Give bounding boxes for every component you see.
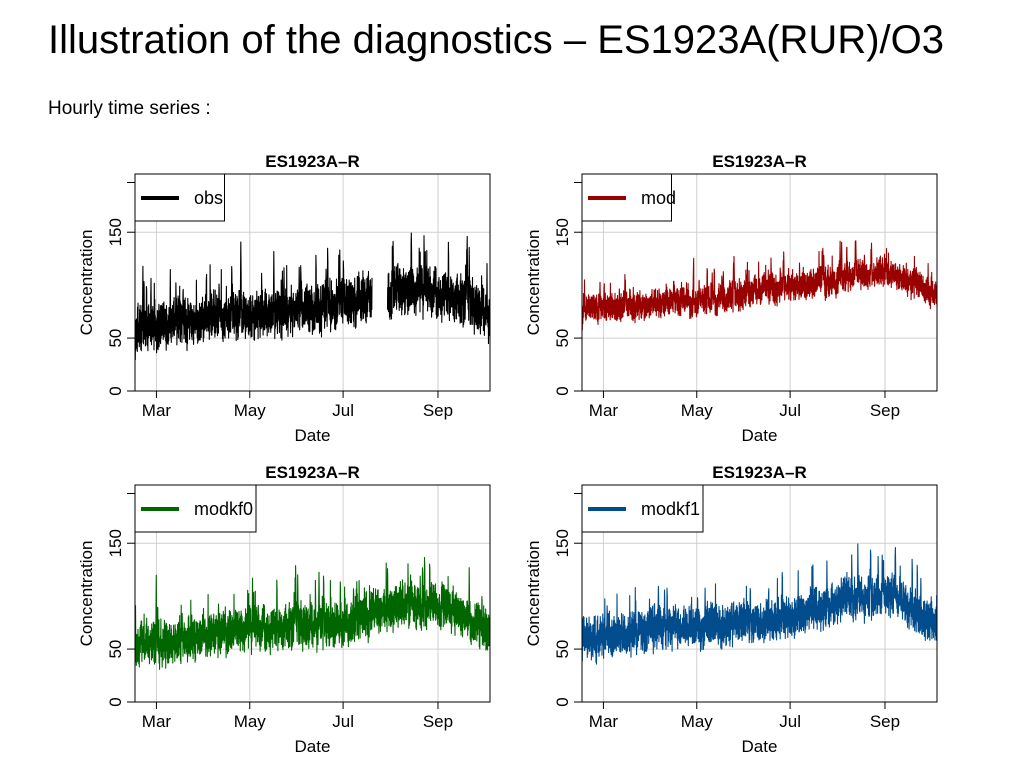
- legend-label: modkf1: [641, 499, 700, 519]
- chart-panel-modkf1: ES1923A–R 0 50 150 Mar May Jul Sep Date Concentra…: [517, 456, 987, 761]
- x-tick-label: Sep: [870, 712, 900, 731]
- y-tick-label: 150: [106, 529, 125, 557]
- x-tick-label: May: [234, 712, 267, 731]
- chart-svg-modkf0: ES1923A–R 0 50 150 Mar May Jul Sep Date Concentra…: [77, 463, 491, 756]
- legend: modkf1: [581, 484, 704, 533]
- y-axis-label: Concentration: [77, 230, 96, 336]
- y-tick-label: 150: [553, 218, 572, 246]
- series-line-obs: [134, 232, 491, 361]
- x-tick-label: May: [681, 712, 714, 731]
- y-tick-label: 0: [553, 386, 572, 395]
- series-line-mod: [581, 240, 938, 331]
- y-tick-label: 0: [106, 386, 125, 395]
- x-tick-label: Mar: [589, 401, 619, 420]
- x-tick-label: May: [681, 401, 714, 420]
- legend: modkf0: [134, 484, 257, 533]
- chart-title: ES1923A–R: [265, 152, 360, 171]
- chart-panel-mod: ES1923A–R 0 50 150 Mar May Jul Sep Date Concentra…: [517, 145, 987, 450]
- y-axis-label: Concentration: [524, 230, 543, 336]
- x-tick-label: Jul: [332, 401, 354, 420]
- legend: mod: [581, 173, 676, 222]
- y-tick-label: 0: [106, 697, 125, 706]
- x-tick-label: Jul: [779, 401, 801, 420]
- page-subtitle: Hourly time series :: [48, 98, 211, 119]
- series-line-modkf0: [134, 556, 491, 670]
- x-axis-label: Date: [295, 737, 331, 756]
- legend-label: modkf0: [194, 499, 253, 519]
- page-title: Illustration of the diagnostics – ES1923…: [48, 18, 944, 62]
- x-tick-label: Sep: [423, 401, 453, 420]
- x-tick-label: Mar: [589, 712, 619, 731]
- plot-frame: [581, 484, 938, 703]
- chart-title: ES1923A–R: [712, 152, 807, 171]
- x-tick-label: Sep: [870, 401, 900, 420]
- y-tick-label: 50: [106, 329, 125, 348]
- y-tick-label: 0: [553, 697, 572, 706]
- x-axis-label: Date: [742, 426, 778, 445]
- series-line-modkf1: [581, 543, 938, 665]
- x-tick-label: May: [234, 401, 267, 420]
- legend-label: mod: [641, 188, 676, 208]
- y-axis-label: Concentration: [77, 541, 96, 647]
- y-tick-label: 50: [553, 329, 572, 348]
- y-tick-label: 50: [553, 640, 572, 659]
- legend: obs: [134, 173, 225, 222]
- chart-svg-mod: ES1923A–R 0 50 150 Mar May Jul Sep Date Concentra…: [524, 152, 938, 445]
- chart-svg-obs: ES1923A–R 0 50 150 Mar May Jul Sep Date Concentra…: [77, 152, 491, 445]
- y-tick-label: 50: [106, 640, 125, 659]
- x-tick-label: Sep: [423, 712, 453, 731]
- chart-title: ES1923A–R: [712, 463, 807, 482]
- plot-frame: [134, 173, 491, 392]
- chart-panel-modkf0: ES1923A–R 0 50 150 Mar May Jul Sep Date Concentra…: [70, 456, 540, 761]
- chart-panel-obs: ES1923A–R 0 50 150 Mar May Jul Sep Date Concentra…: [70, 145, 540, 450]
- y-tick-label: 150: [553, 529, 572, 557]
- chart-svg-modkf1: ES1923A–R 0 50 150 Mar May Jul Sep Date Concentra…: [524, 463, 938, 756]
- x-tick-label: Jul: [332, 712, 354, 731]
- x-axis-label: Date: [295, 426, 331, 445]
- y-axis-label: Concentration: [524, 541, 543, 647]
- chart-title: ES1923A–R: [265, 463, 360, 482]
- plot-frame: [581, 173, 938, 392]
- x-tick-label: Jul: [779, 712, 801, 731]
- x-tick-label: Mar: [142, 401, 172, 420]
- y-tick-label: 150: [106, 218, 125, 246]
- legend-label: obs: [194, 188, 223, 208]
- plot-frame: [134, 484, 491, 703]
- x-axis-label: Date: [742, 737, 778, 756]
- x-tick-label: Mar: [142, 712, 172, 731]
